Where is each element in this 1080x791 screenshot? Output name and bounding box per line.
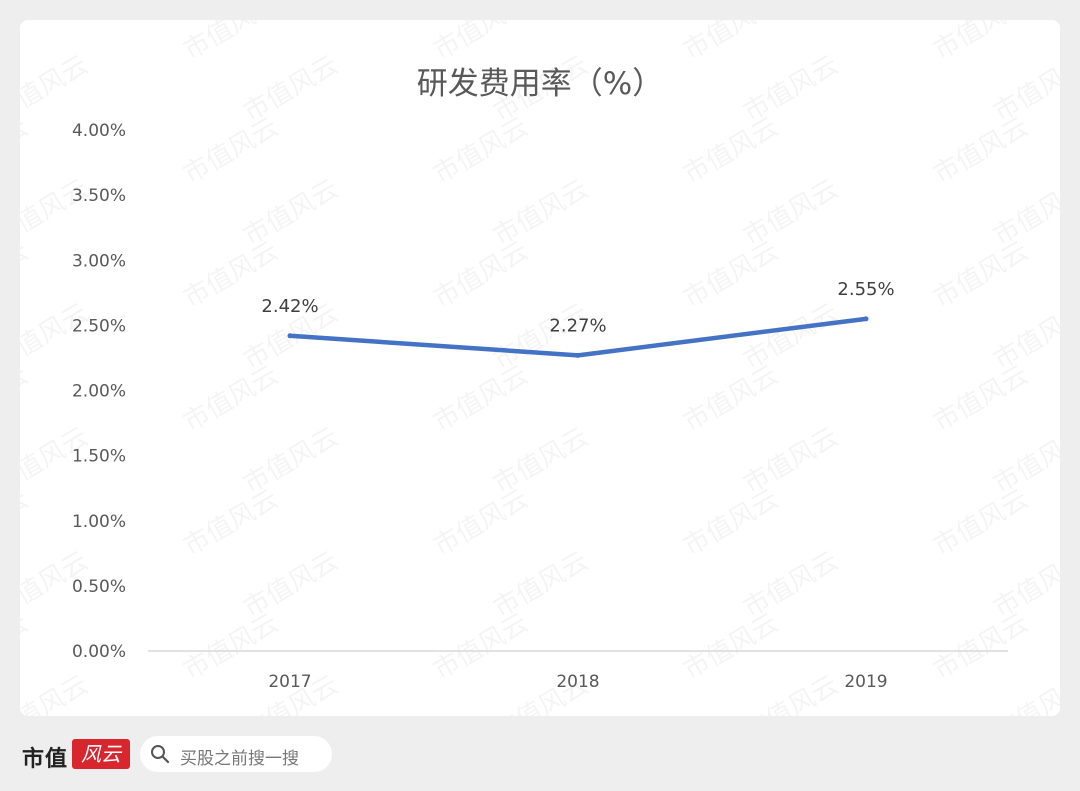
watermark-text: 市值风云 [989, 546, 1061, 624]
watermark-text: 市值风云 [679, 360, 784, 438]
y-tick-label: 1.00% [72, 512, 126, 532]
data-point [287, 333, 293, 339]
watermark-text: 市值风云 [429, 112, 534, 190]
watermark-text: 市值风云 [20, 112, 34, 190]
watermark-text: 市值风云 [429, 236, 534, 314]
watermark-text: 市值风云 [739, 174, 844, 252]
watermark-text: 市值风云 [239, 422, 344, 500]
y-tick-label: 0.50% [72, 577, 126, 597]
data-label: 2.27% [549, 315, 606, 336]
watermark-text: 市值风云 [679, 236, 784, 314]
watermark-text: 市值风云 [489, 422, 594, 500]
watermark-text: 市值风云 [239, 546, 344, 624]
watermark-text: 市值风云 [989, 298, 1061, 376]
watermark-text: 市值风云 [489, 298, 594, 376]
watermark-text: 市值风云 [989, 670, 1061, 716]
data-point [863, 316, 869, 322]
search-prompt: 买股之前搜一搜 [180, 749, 299, 769]
watermark-text: 市值风云 [989, 174, 1061, 252]
watermark-text: 市值风云 [929, 484, 1034, 562]
watermark-text: 市值风云 [20, 298, 94, 376]
watermark-text: 市值风云 [20, 236, 34, 314]
y-tick-label: 3.00% [72, 251, 126, 271]
x-axis-ticks: 2017 2018 2019 [268, 672, 887, 692]
watermark-text: 市值风云 [929, 236, 1034, 314]
watermark-text: 市值风云 [20, 670, 94, 716]
watermark-text: 市值风云 [179, 484, 284, 562]
x-tick-label: 2017 [268, 672, 311, 692]
y-tick-label: 4.00% [72, 121, 126, 141]
y-tick-label: 2.50% [72, 316, 126, 336]
data-label: 2.42% [261, 296, 318, 317]
watermark-text: 市值风云 [929, 608, 1034, 686]
watermark-text: 市值风云 [929, 112, 1034, 190]
watermark-text: 市值风云 [679, 484, 784, 562]
y-axis-ticks: 0.00% 0.50% 1.00% 1.50% 2.00% 2.50% 3.00% 3.50%… [72, 121, 126, 662]
watermark-text: 市值风云 [239, 174, 344, 252]
brand-logo: 风云 [72, 739, 130, 769]
x-tick-label: 2019 [844, 672, 887, 692]
watermark-text: 市值风云 [429, 360, 534, 438]
data-labels: 2.42% 2.27% 2.55% [261, 279, 895, 358]
data-point [575, 352, 581, 358]
watermark-text: 市值风云 [489, 174, 594, 252]
watermark-text: 市值风云 [929, 360, 1034, 438]
x-tick-label: 2018 [556, 672, 599, 692]
search-icon [151, 745, 170, 764]
watermark-text: 市值风云 [429, 484, 534, 562]
watermark-text: 市值风云 [489, 546, 594, 624]
watermark-text: 市值风云 [739, 670, 844, 716]
watermark-text: 市值风云 [179, 360, 284, 438]
watermark-text: 市值风云 [20, 360, 34, 438]
watermark-text: 市值风云 [739, 298, 844, 376]
y-tick-label: 2.00% [72, 382, 126, 402]
watermark-text: 市值风云 [739, 422, 844, 500]
watermark-text: 市值风云 [989, 422, 1061, 500]
watermark-text: 市值风云 [20, 608, 34, 686]
chart-title: 研发费用率（%） [416, 66, 664, 102]
y-tick-label: 1.50% [72, 447, 126, 467]
watermark-text: 市值风云 [179, 112, 284, 190]
chart-card: 市值风云 市值风云 市值风云 市值风云 市值风云 市值风云 市值风云 市值风云 市值风云 市值风云… [20, 20, 1060, 716]
watermark-text: 市值风云 [429, 608, 534, 686]
watermark-text: 市值风云 [739, 546, 844, 624]
brand-name: 市值 [22, 746, 69, 772]
y-tick-label: 3.50% [72, 186, 126, 206]
watermark-text: 市值风云 [679, 112, 784, 190]
watermark-text: 市值风云 [20, 484, 34, 562]
search-box[interactable]: 买股之前搜一搜 [140, 736, 332, 772]
y-tick-label: 0.00% [72, 642, 126, 662]
data-label: 2.55% [837, 279, 894, 300]
footer-bar: 市值 风云 买股之前搜一搜 [0, 716, 1080, 791]
watermark-text: 市值风云 [679, 608, 784, 686]
